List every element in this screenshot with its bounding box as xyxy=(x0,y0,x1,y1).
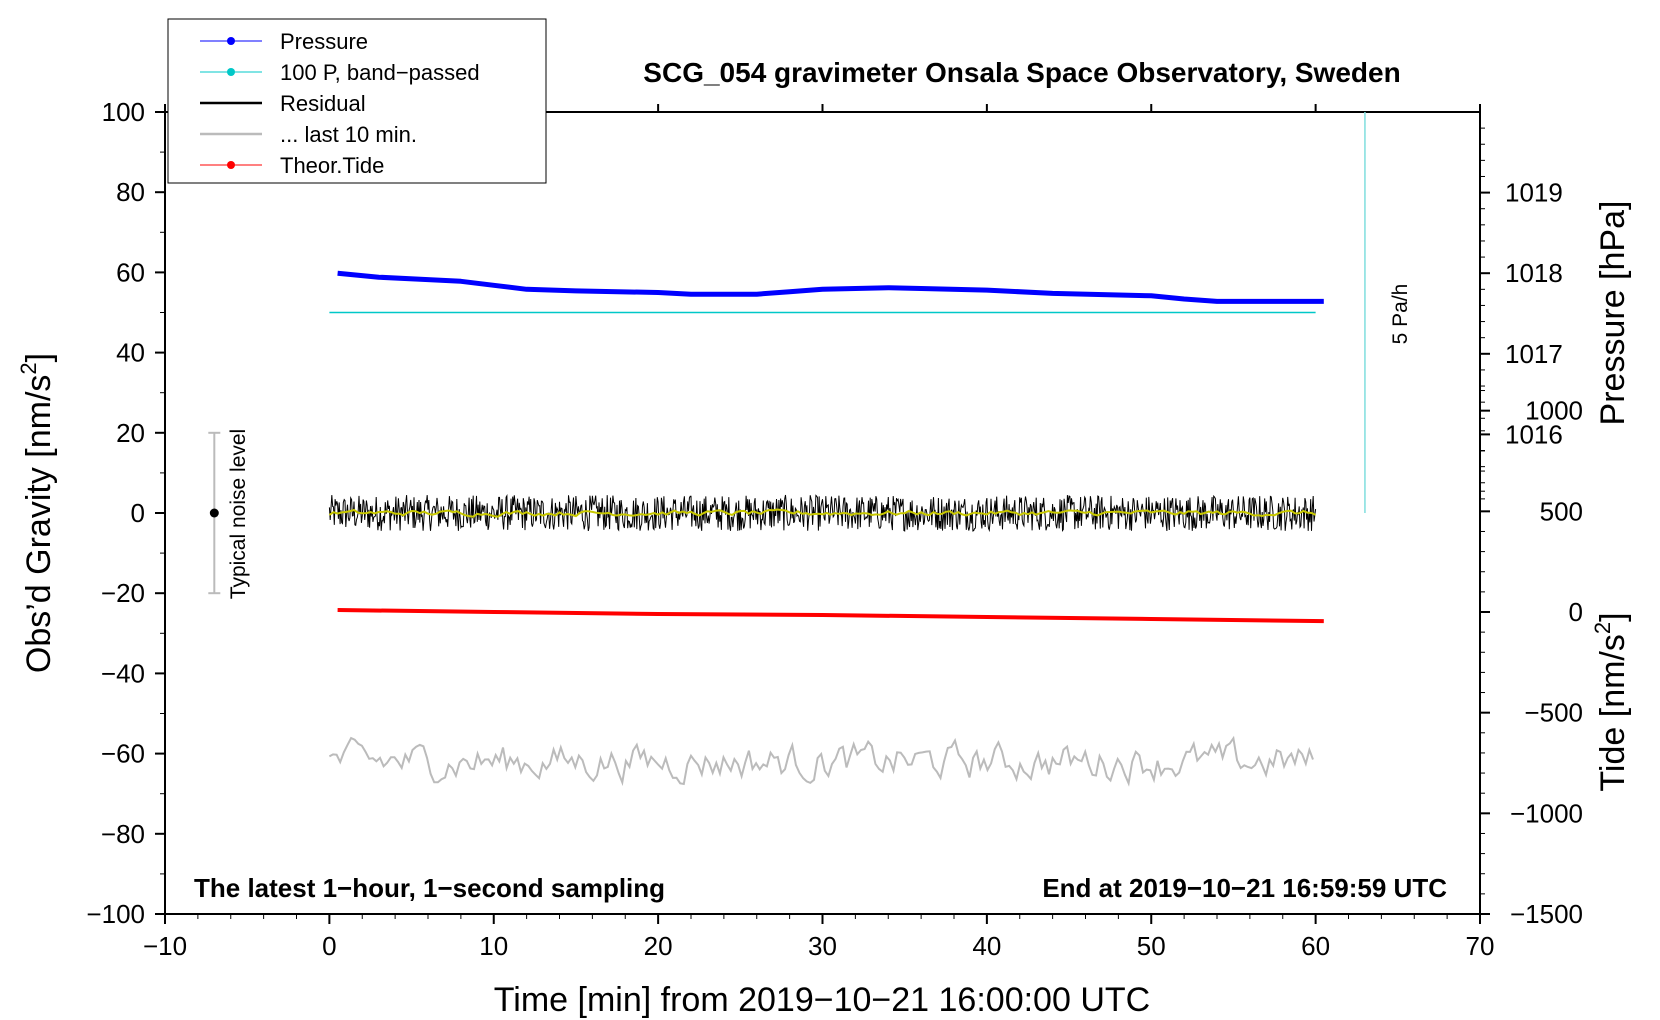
tide-axis-title-sup: 2 xyxy=(1590,622,1615,634)
series-layer xyxy=(328,270,1324,787)
legend-marker xyxy=(227,161,235,169)
y-tick-label: 100 xyxy=(102,97,145,127)
legend-label: Theor.Tide xyxy=(280,153,384,178)
tide-tick-label: 0 xyxy=(1569,597,1583,627)
tide-tick-label: 1000 xyxy=(1525,396,1583,426)
y-axis-ticks: −100 −80 −60 −40 −20 0 20 40 60 80 100 xyxy=(86,97,165,929)
legend-label: Residual xyxy=(280,91,366,116)
tide-tick-label: −500 xyxy=(1524,698,1583,728)
y-axis-title-sup: 2 xyxy=(16,362,41,374)
series-last-10-min xyxy=(328,735,1314,787)
legend-box xyxy=(167,18,547,184)
series-pressure xyxy=(337,270,1324,304)
pressure-tick-label: 1017 xyxy=(1505,339,1563,369)
chart-title: SCG_054 gravimeter Onsala Space Observat… xyxy=(643,57,1400,88)
y-tick-label: 60 xyxy=(116,257,145,287)
y-tick-label: −20 xyxy=(101,578,145,608)
y-axis-title-close: ] xyxy=(20,353,58,362)
noise-bar-center-dot xyxy=(209,508,219,518)
x-tick-label: 50 xyxy=(1137,931,1166,961)
series-theor-tide xyxy=(337,608,1324,624)
y-tick-label: 40 xyxy=(116,338,145,368)
noise-level-bar xyxy=(208,431,221,595)
legend-label: 100 P, band−passed xyxy=(280,60,480,85)
x-tick-label: −10 xyxy=(143,931,187,961)
x-tick-label: 30 xyxy=(808,931,837,961)
tide-tick-label: −1000 xyxy=(1510,798,1583,828)
rate-label: 5 Pa/h xyxy=(1389,284,1412,345)
y-tick-label: 0 xyxy=(131,498,145,528)
tide-tick-label: 500 xyxy=(1540,496,1583,526)
pressure-tick-label: 1019 xyxy=(1505,178,1563,208)
x-tick-label: 70 xyxy=(1466,931,1495,961)
y-axis-title: Obs’d Gravity [nm/s2] xyxy=(16,353,58,673)
tide-axis-title-text: Tide [nm/s xyxy=(1594,634,1632,791)
y-tick-label: −80 xyxy=(101,819,145,849)
x-tick-label: 10 xyxy=(479,931,508,961)
pressure-tick-label: 1018 xyxy=(1505,258,1563,288)
legend: Pressure 100 P, band−passed Residual ... la… xyxy=(167,18,547,184)
x-tick-label: 20 xyxy=(644,931,673,961)
y-tick-label: −100 xyxy=(86,899,145,929)
legend-marker xyxy=(227,37,235,45)
pressure-axis-ticks: 1016 1017 1018 1019 xyxy=(1480,127,1563,500)
tide-tick-label: −1500 xyxy=(1510,899,1583,929)
x-tick-label: 60 xyxy=(1301,931,1330,961)
x-tick-label: 0 xyxy=(322,931,336,961)
sampling-note: The latest 1−hour, 1−second sampling xyxy=(194,873,665,903)
y-tick-label: 80 xyxy=(116,177,145,207)
pressure-axis-title: Pressure [hPa] xyxy=(1594,201,1632,426)
legend-label: ... last 10 min. xyxy=(280,122,417,147)
series-residual-smoothed xyxy=(328,508,1317,518)
x-axis-title: Time [min] from 2019−10−21 16:00:00 UTC xyxy=(494,981,1150,1019)
tide-axis-ticks: −1500 −1000 −500 0 500 1000 xyxy=(1480,390,1583,929)
pressure-tick-label: 1016 xyxy=(1505,419,1563,449)
noise-level-label: Typical noise level xyxy=(227,429,250,599)
end-time-note: End at 2019−10−21 16:59:59 UTC xyxy=(1042,873,1447,903)
series-residual xyxy=(328,493,1317,533)
y-tick-label: −60 xyxy=(101,739,145,769)
y-tick-label: −40 xyxy=(101,658,145,688)
y-axis-title-text: Obs’d Gravity [nm/s xyxy=(20,375,58,674)
x-tick-label: 40 xyxy=(972,931,1001,961)
legend-label: Pressure xyxy=(280,29,368,54)
y-tick-label: 20 xyxy=(116,418,145,448)
x-axis-ticks: −10 0 10 20 30 40 50 60 70 xyxy=(143,104,1495,961)
legend-items: Pressure 100 P, band−passed Residual ... la… xyxy=(200,29,480,178)
tide-axis-title: Tide [nm/s2] xyxy=(1590,612,1632,791)
legend-marker xyxy=(227,68,235,76)
tide-axis-title-close: ] xyxy=(1594,612,1632,621)
